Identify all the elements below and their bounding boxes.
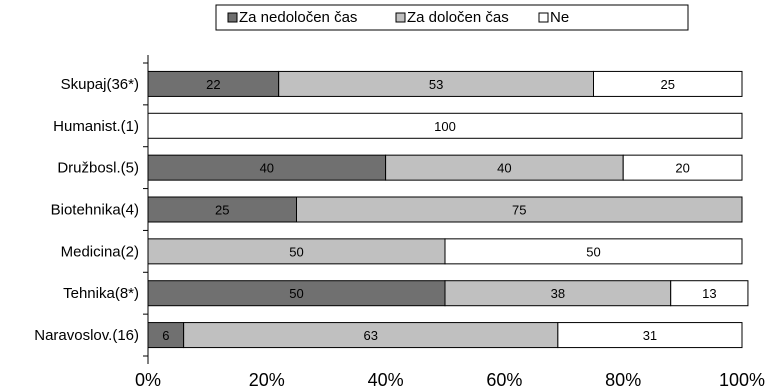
legend: Za nedoločen čas Za določen čas Ne (215, 4, 689, 31)
category-label: Biotehnika(4) (51, 202, 139, 219)
category-labels: Skupaj(36*) Humanist.(1) Družbosl.(5) Biote… (34, 76, 139, 344)
data-label-box (690, 284, 729, 303)
data-label: 6 (162, 328, 169, 343)
data-label: 100 (434, 119, 456, 134)
legend-label-1: Za nedoločen čas (239, 9, 357, 26)
category-label: Humanist.(1) (53, 118, 139, 135)
data-label: 31 (643, 328, 657, 343)
data-label: 25 (215, 203, 229, 218)
data-label: 20 (675, 161, 689, 176)
x-tick-label: 40% (368, 370, 404, 390)
bar-segment-2 (183, 322, 559, 349)
data-label: 38 (551, 286, 565, 301)
x-tick-label: 0% (135, 370, 161, 390)
bar-segment-1 (147, 280, 446, 307)
legend-label-3: Ne (550, 9, 569, 26)
legend-label-2: Za določen čas (407, 9, 509, 26)
data-label: 25 (661, 77, 675, 92)
x-tick-label: 100% (719, 370, 765, 390)
category-label: Medicina(2) (61, 243, 139, 260)
data-label: 13 (702, 286, 716, 301)
x-tick-label: 80% (605, 370, 641, 390)
bar-segment-2 (385, 154, 624, 181)
data-label-box (422, 116, 468, 135)
legend-swatch-3 (538, 12, 549, 23)
legend-frame (215, 4, 689, 31)
category-label: Tehnika(8*) (63, 285, 139, 302)
x-tick-label: 60% (486, 370, 522, 390)
data-label: 53 (429, 77, 443, 92)
bar-segment-2 (296, 196, 743, 223)
bar-segment-2 (444, 280, 672, 307)
category-label: Skupaj(36*) (61, 76, 139, 93)
category-label: Naravoslov.(16) (34, 327, 139, 344)
data-label: 50 (289, 244, 303, 259)
bar-segment-1 (147, 70, 280, 97)
legend-swatch-1 (227, 12, 238, 23)
data-label: 50 (586, 244, 600, 259)
x-tick-label: 20% (249, 370, 285, 390)
data-label: 63 (364, 328, 378, 343)
bar-segment-2 (278, 70, 594, 97)
bar-segment-1 (147, 154, 387, 181)
data-label: 22 (206, 77, 220, 92)
data-label: 40 (260, 161, 274, 176)
data-label-box (574, 242, 613, 261)
data-label: 40 (497, 161, 511, 176)
x-axis-ticks: 0% 20% 40% 60% 80% 100% (135, 370, 765, 390)
data-label-box (663, 158, 702, 177)
data-label-box (630, 326, 669, 345)
data-label: 50 (289, 286, 303, 301)
plot-area: 22 53 25 100 40 40 20 25 75 50 50 50 38 13 6 63 31 (143, 55, 749, 364)
data-label: 75 (512, 203, 526, 218)
category-label: Družbosl.(5) (57, 160, 139, 177)
bar-segment-2 (147, 238, 446, 265)
data-label-box (648, 74, 687, 93)
bar-segment-1 (147, 322, 185, 349)
legend-swatch-2 (395, 12, 406, 23)
